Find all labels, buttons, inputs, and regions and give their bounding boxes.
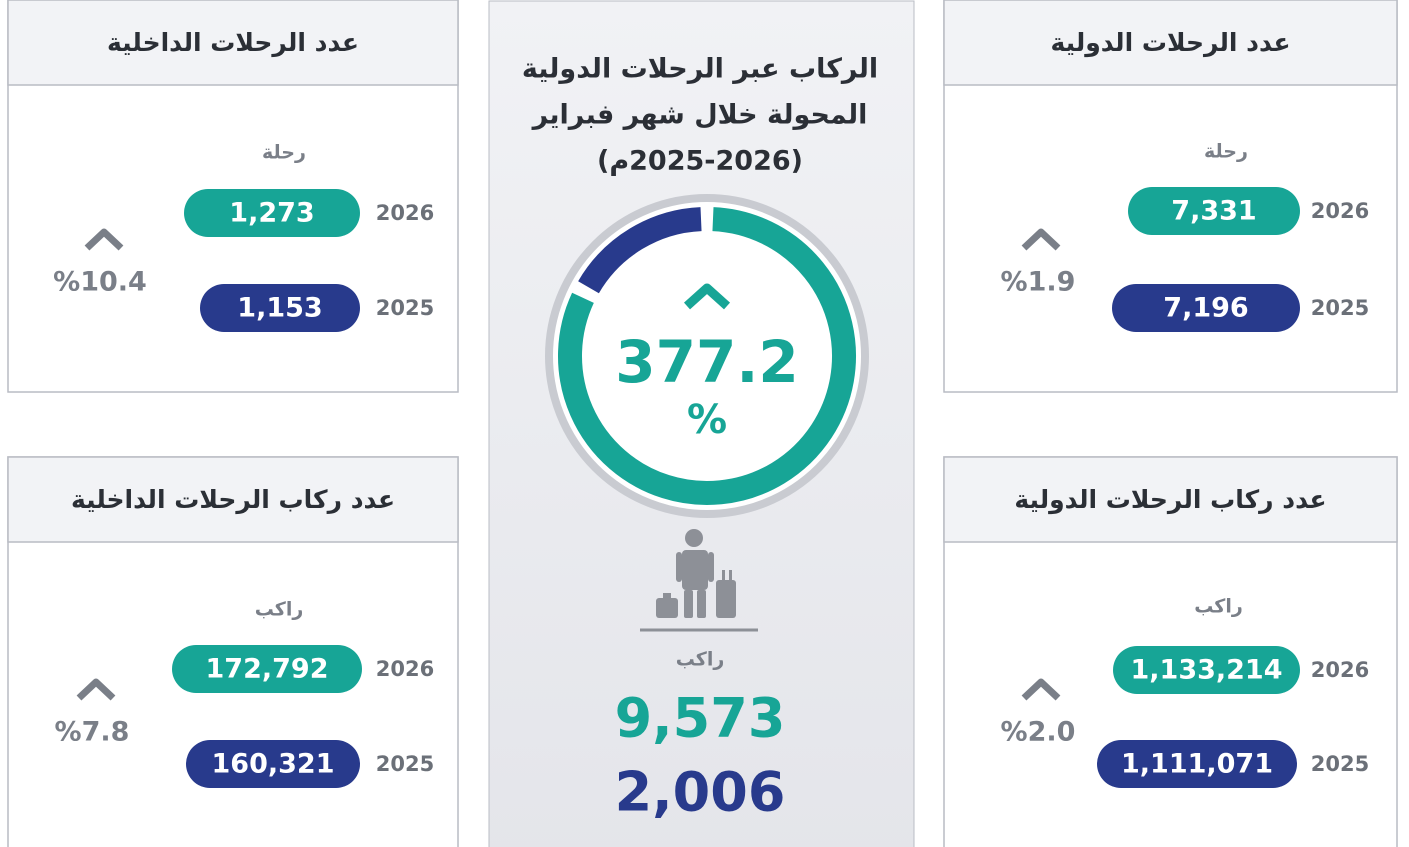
pill-value: 160,321 (212, 749, 335, 780)
pill-value: 7,196 (1163, 293, 1248, 324)
center-title: (2025-2026م) (597, 146, 803, 177)
up-caret (1021, 228, 1061, 251)
change-value: %10.4 (53, 267, 147, 298)
traveler-icon (656, 529, 736, 618)
card-header (7, 0, 459, 86)
donut-arc (558, 207, 856, 505)
center-value-2025: 2,006 (615, 761, 786, 824)
year-label: 2025 (376, 752, 434, 776)
pill-value: 1,111,071 (1121, 749, 1273, 780)
stat-card: عدد الرحلات الدولية رحلة 7,331 2026 7,196 202… (943, 0, 1398, 393)
pill-value: 7,331 (1171, 196, 1256, 227)
value-pill (172, 645, 362, 693)
change-value: %7.8 (55, 717, 130, 748)
value-pill (1113, 646, 1300, 694)
value-pill (1097, 740, 1297, 788)
value-pill (1128, 187, 1300, 235)
change-value: %2.0 (1001, 717, 1076, 748)
unit-label: راكب (1194, 596, 1243, 618)
year-label: 2025 (376, 296, 434, 320)
center-change-unit: % (687, 397, 727, 443)
up-caret (1021, 678, 1061, 701)
center-value-2026: 9,573 (615, 687, 786, 750)
card-header (943, 456, 1398, 543)
year-label: 2025 (1311, 296, 1369, 320)
pill-value: 172,792 (206, 654, 329, 685)
value-pill (186, 740, 360, 788)
card-header (7, 456, 459, 543)
unit-label: رحلة (262, 142, 306, 164)
center-title: المحولة خلال شهر فبراير (531, 100, 868, 131)
stat-card: عدد ركاب الرحلات الداخلية راكب 172,792 2026… (7, 456, 459, 847)
value-pill (1112, 284, 1300, 332)
up-caret (84, 228, 124, 251)
value-pill (184, 189, 360, 237)
year-label: 2026 (376, 201, 434, 225)
card-title: عدد الرحلات الداخلية (107, 28, 359, 58)
change-value: %1.9 (1001, 267, 1076, 298)
card-header (943, 0, 1398, 86)
unit-label: راكب (255, 599, 304, 621)
year-label: 2026 (1311, 658, 1369, 682)
pill-value: 1,133,214 (1130, 655, 1282, 686)
donut-outer (545, 194, 869, 518)
stat-card: عدد ركاب الرحلات الدولية راكب 1,133,214 202… (943, 456, 1398, 847)
up-caret (683, 283, 731, 310)
year-label: 2026 (376, 657, 434, 681)
donut-arc (578, 207, 702, 294)
center-unit: راكب (676, 649, 725, 671)
unit-label: رحلة (1204, 141, 1248, 163)
pill-value: 1,273 (229, 198, 314, 229)
year-label: 2025 (1311, 752, 1369, 776)
center-change: 377.2 (615, 328, 798, 396)
center-title: الركاب عبر الرحلات الدولية (522, 54, 878, 85)
card-title: عدد ركاب الرحلات الدولية (1014, 485, 1326, 515)
card-title: عدد الرحلات الدولية (1050, 28, 1290, 58)
pill-value: 1,153 (237, 293, 322, 324)
value-pill (200, 284, 360, 332)
stat-card: عدد الرحلات الداخلية رحلة 1,273 2026 1,153 20… (7, 0, 459, 393)
card-title: عدد ركاب الرحلات الداخلية (71, 485, 395, 515)
up-caret (76, 678, 116, 701)
year-label: 2026 (1311, 199, 1369, 223)
